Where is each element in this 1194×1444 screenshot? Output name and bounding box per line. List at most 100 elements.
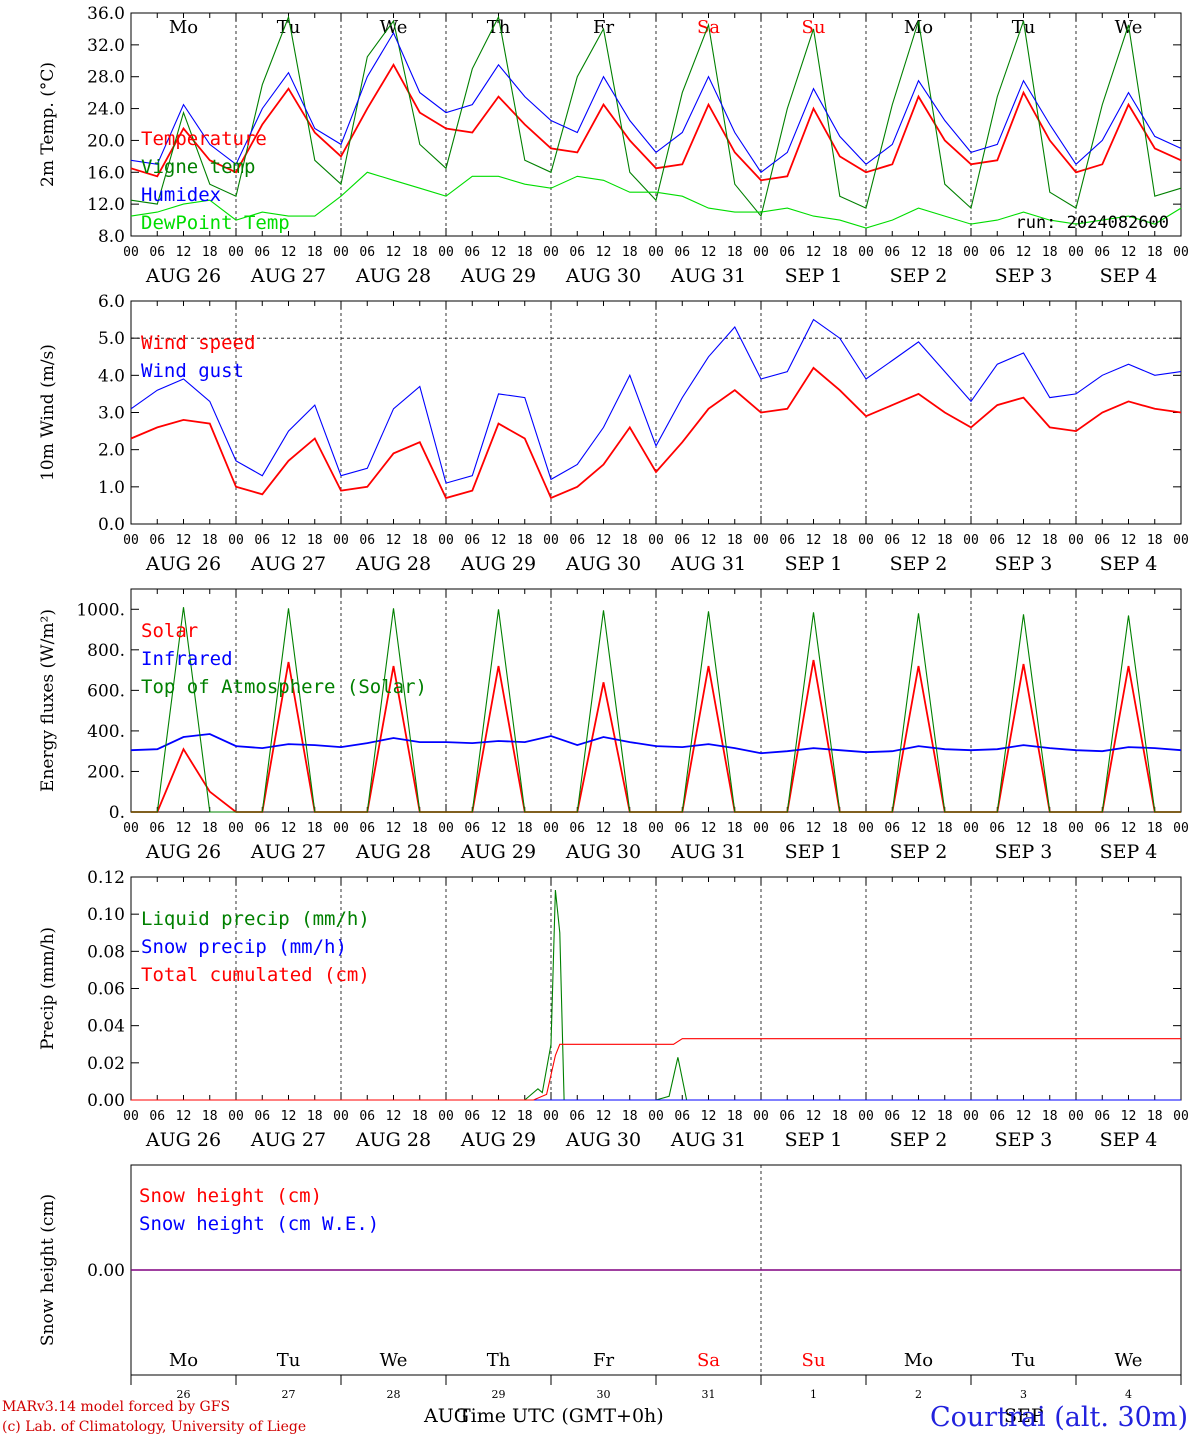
hour-label: 06 bbox=[464, 245, 480, 260]
hour-label: 00 bbox=[858, 533, 874, 548]
hour-label: 18 bbox=[622, 533, 638, 548]
hour-label: 06 bbox=[989, 533, 1005, 548]
hour-label: 12 bbox=[701, 821, 717, 836]
hour-label: 12 bbox=[911, 245, 927, 260]
hour-label: 12 bbox=[701, 533, 717, 548]
x-axis-title: Time UTC (GMT+0h) bbox=[458, 1405, 664, 1427]
hour-label: 18 bbox=[517, 821, 533, 836]
y-tick-label: 36.0 bbox=[87, 4, 125, 24]
hour-label: 12 bbox=[806, 821, 822, 836]
date-label: AUG 29 bbox=[460, 841, 536, 863]
hour-label: 12 bbox=[491, 533, 507, 548]
hour-label: 12 bbox=[386, 245, 402, 260]
hour-label: 00 bbox=[858, 1109, 874, 1124]
hour-label: 00 bbox=[648, 821, 664, 836]
date-label: AUG 31 bbox=[670, 553, 746, 575]
hour-label: 12 bbox=[596, 245, 612, 260]
day-number-label: 26 bbox=[177, 1388, 191, 1401]
series-line-top-of-atmosphere-solar- bbox=[131, 607, 1181, 813]
weekday-label: Th bbox=[487, 17, 511, 38]
date-label: AUG 29 bbox=[460, 265, 536, 287]
hour-label: 18 bbox=[622, 1109, 638, 1124]
y-tick-label: 24.0 bbox=[87, 100, 125, 120]
weekday-label: Su bbox=[802, 17, 826, 38]
hour-label: 06 bbox=[359, 245, 375, 260]
hour-label: 06 bbox=[254, 1109, 270, 1124]
lab-credit: (c) Lab. of Climatology, University of L… bbox=[2, 1419, 307, 1435]
hour-label: 06 bbox=[149, 821, 165, 836]
date-label: AUG 31 bbox=[670, 841, 746, 863]
y-tick-label: 2.0 bbox=[98, 441, 125, 461]
legend-entry: Top of Atmosphere (Solar) bbox=[141, 676, 427, 698]
hour-label: 18 bbox=[517, 533, 533, 548]
panel-frame bbox=[130, 300, 1182, 525]
hour-label: 06 bbox=[464, 533, 480, 548]
hour-label: 06 bbox=[779, 821, 795, 836]
date-label: SEP 3 bbox=[995, 841, 1053, 863]
hour-label: 18 bbox=[202, 1109, 218, 1124]
hour-label: 00 bbox=[123, 533, 139, 548]
date-label: AUG 29 bbox=[460, 553, 536, 575]
hour-label: 06 bbox=[674, 1109, 690, 1124]
y-tick-label: 1000. bbox=[76, 600, 125, 620]
series-line-humidex bbox=[130, 31, 1182, 174]
hour-label: 12 bbox=[491, 245, 507, 260]
hour-label: 12 bbox=[1016, 821, 1032, 836]
hour-label: 12 bbox=[281, 821, 297, 836]
legend-entry: Total cumulated (cm) bbox=[141, 964, 370, 986]
date-label: AUG 26 bbox=[145, 553, 221, 575]
series-line-wind-speed bbox=[130, 366, 1182, 500]
hour-label: 12 bbox=[596, 1109, 612, 1124]
hour-label: 00 bbox=[543, 533, 559, 548]
series-line-dewpoint-temp bbox=[130, 171, 1182, 229]
day-number-label: 28 bbox=[387, 1388, 401, 1401]
hour-label: 00 bbox=[1173, 821, 1189, 836]
date-label: SEP 2 bbox=[890, 265, 948, 287]
day-number-label: 30 bbox=[597, 1388, 611, 1401]
hour-label: 12 bbox=[176, 533, 192, 548]
month-label-sep: SEP bbox=[1004, 1405, 1044, 1427]
hour-label: 12 bbox=[1121, 533, 1137, 548]
hour-label: 12 bbox=[911, 533, 927, 548]
hour-label: 00 bbox=[963, 1109, 979, 1124]
hour-label: 00 bbox=[858, 821, 874, 836]
hour-label: 06 bbox=[569, 1109, 585, 1124]
hour-label: 00 bbox=[1068, 533, 1084, 548]
hour-label: 00 bbox=[1173, 1109, 1189, 1124]
run-label: run: 2024082600 bbox=[1015, 213, 1169, 233]
hour-label: 00 bbox=[438, 245, 454, 260]
hour-label: 00 bbox=[753, 533, 769, 548]
hour-label: 00 bbox=[1068, 245, 1084, 260]
series-line-infrared bbox=[130, 733, 1182, 755]
hour-label: 00 bbox=[963, 533, 979, 548]
hour-label: 12 bbox=[1016, 245, 1032, 260]
hour-label: 00 bbox=[648, 1109, 664, 1124]
date-label: AUG 26 bbox=[145, 841, 221, 863]
date-label: SEP 2 bbox=[890, 841, 948, 863]
hour-label: 06 bbox=[569, 533, 585, 548]
hour-label: 06 bbox=[884, 533, 900, 548]
hour-label: 06 bbox=[149, 533, 165, 548]
hour-label: 00 bbox=[438, 533, 454, 548]
date-label: AUG 30 bbox=[565, 265, 641, 287]
y-tick-label: 0.08 bbox=[87, 942, 125, 962]
y-tick-label: 200. bbox=[87, 762, 125, 782]
hour-label: 18 bbox=[412, 245, 428, 260]
hour-label: 18 bbox=[1147, 821, 1163, 836]
hour-label: 12 bbox=[1121, 821, 1137, 836]
hour-label: 00 bbox=[123, 1109, 139, 1124]
hour-label: 00 bbox=[1068, 821, 1084, 836]
date-label: AUG 27 bbox=[250, 1129, 326, 1151]
series-line-total-cumulated-cm- bbox=[131, 1038, 1181, 1101]
hour-label: 12 bbox=[596, 533, 612, 548]
date-label: AUG 27 bbox=[250, 265, 326, 287]
y-tick-label: 8.0 bbox=[98, 227, 125, 247]
weekday-label: Sa bbox=[697, 1350, 720, 1371]
hour-label: 00 bbox=[438, 821, 454, 836]
hour-label: 06 bbox=[884, 821, 900, 836]
y-axis-title: 10m Wind (m/s) bbox=[38, 344, 58, 481]
day-number-label: 27 bbox=[282, 1388, 296, 1401]
hour-label: 06 bbox=[674, 821, 690, 836]
